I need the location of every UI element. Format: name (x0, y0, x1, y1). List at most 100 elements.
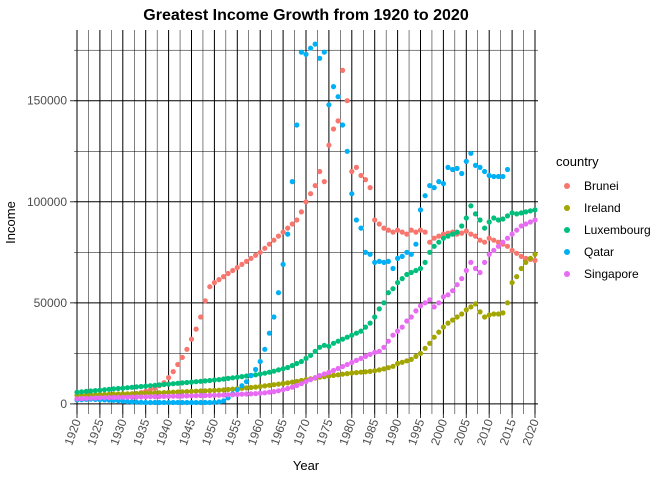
data-point (198, 378, 204, 384)
data-point (308, 377, 314, 383)
data-point (358, 369, 364, 375)
data-point (376, 348, 382, 354)
data-point (262, 390, 268, 396)
data-point (330, 367, 337, 374)
data-point (472, 265, 479, 272)
data-point (312, 375, 318, 381)
data-point (202, 388, 208, 394)
data-point (413, 241, 419, 247)
data-point (243, 391, 250, 397)
data-point (253, 366, 259, 373)
data-point (326, 142, 332, 148)
data-point (422, 259, 428, 265)
data-point (504, 243, 511, 249)
data-point (340, 371, 346, 377)
data-point (115, 385, 121, 392)
data-point (358, 225, 364, 231)
data-point (143, 383, 149, 389)
data-point (179, 389, 185, 395)
data-point (330, 126, 337, 132)
data-point (161, 390, 167, 396)
data-point (184, 379, 190, 386)
data-point (74, 396, 80, 402)
data-point (454, 314, 460, 320)
data-point (404, 271, 410, 278)
legend-item: Luxembourg (556, 219, 651, 241)
legend-key (556, 241, 578, 263)
data-point (495, 217, 501, 223)
data-point (321, 342, 327, 348)
data-point (408, 314, 414, 320)
data-point (239, 391, 245, 397)
data-point (344, 361, 350, 368)
data-point (120, 398, 126, 404)
data-point (385, 227, 391, 233)
data-point (477, 164, 483, 170)
data-point (504, 300, 511, 306)
legend: country Brunei Ireland Luxembourg Qatar Sing… (556, 154, 651, 285)
data-point (262, 370, 268, 376)
data-point (106, 386, 112, 392)
data-point (353, 217, 359, 223)
data-point (166, 389, 172, 395)
y-tick-label: 100000 (27, 195, 67, 209)
data-point (275, 367, 282, 373)
data-point (381, 300, 387, 306)
data-point (143, 390, 149, 396)
data-point (207, 399, 213, 406)
data-point (175, 393, 181, 399)
data-point (156, 382, 162, 388)
data-point (317, 373, 323, 379)
data-point (248, 255, 254, 261)
data-point (243, 385, 250, 391)
data-point (417, 265, 424, 272)
data-point (321, 179, 327, 185)
data-point (280, 229, 286, 235)
x-tick-label: 1950 (199, 417, 221, 447)
data-point (472, 233, 479, 239)
data-point (431, 334, 437, 340)
data-point (408, 356, 414, 362)
data-point (477, 217, 483, 223)
data-point (221, 376, 227, 382)
data-point (454, 165, 460, 171)
data-point (79, 389, 85, 395)
data-point (124, 385, 130, 391)
data-point (147, 399, 153, 406)
legend-dot (564, 249, 570, 255)
data-point (417, 303, 424, 309)
data-point (294, 382, 300, 389)
data-point (349, 370, 355, 376)
data-point (225, 392, 231, 398)
x-tick-label: 1970 (291, 417, 313, 447)
data-point (527, 219, 534, 225)
data-point (495, 173, 501, 180)
data-point (436, 300, 442, 306)
data-point (527, 255, 534, 261)
data-point (509, 231, 515, 237)
data-point (344, 371, 350, 377)
data-point (330, 372, 337, 378)
data-point (124, 398, 130, 405)
data-point (390, 332, 396, 338)
data-point (221, 274, 227, 280)
data-point (340, 122, 346, 128)
data-point (463, 267, 469, 274)
data-point (184, 389, 190, 395)
data-point (459, 223, 465, 229)
data-point (298, 381, 304, 387)
data-point (303, 355, 309, 361)
data-point (395, 227, 401, 233)
data-point (294, 217, 300, 223)
data-point (101, 395, 108, 401)
data-point (472, 211, 479, 217)
data-point (179, 399, 185, 406)
data-point (404, 249, 410, 255)
data-point (399, 229, 405, 235)
data-point (170, 393, 176, 399)
data-point (477, 269, 483, 276)
data-point (211, 280, 217, 286)
data-point (376, 367, 382, 373)
data-point (170, 389, 176, 395)
